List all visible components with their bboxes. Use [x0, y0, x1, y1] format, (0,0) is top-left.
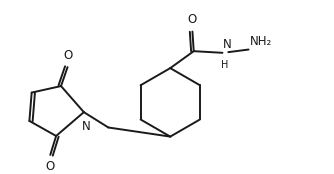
Text: N: N: [223, 38, 231, 52]
Text: O: O: [63, 49, 72, 62]
Text: H: H: [221, 60, 228, 70]
Text: O: O: [188, 13, 197, 26]
Text: NH₂: NH₂: [250, 35, 272, 48]
Text: N: N: [81, 120, 90, 133]
Text: O: O: [45, 160, 54, 173]
